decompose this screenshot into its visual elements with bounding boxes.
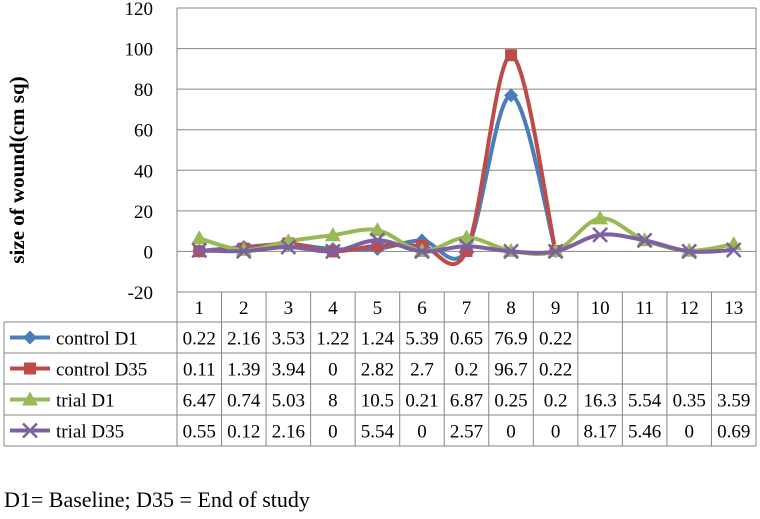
category-label: 4 xyxy=(328,298,338,319)
legend-marker xyxy=(24,362,36,375)
legend-label: trial D35 xyxy=(56,422,124,443)
table-value: 0.2 xyxy=(544,391,568,412)
table-value: 0 xyxy=(328,422,338,443)
table-value: 5.54 xyxy=(628,391,662,412)
table-value: 0.25 xyxy=(494,391,527,412)
table-value: 2.57 xyxy=(450,422,483,443)
y-tick-label: 80 xyxy=(134,80,153,101)
data-point xyxy=(503,243,519,260)
category-label: 11 xyxy=(636,298,654,319)
table-value: 5.39 xyxy=(405,329,438,350)
data-point xyxy=(458,229,475,244)
category-label: 9 xyxy=(551,298,561,319)
table-value: 5.46 xyxy=(628,422,661,443)
table-value: 3.59 xyxy=(717,391,750,412)
data-point xyxy=(681,243,698,260)
category-label: 12 xyxy=(680,298,699,319)
table-value: 3.94 xyxy=(272,360,306,381)
table-value: 0.35 xyxy=(673,391,706,412)
data-point xyxy=(324,227,341,242)
data-point xyxy=(458,238,475,255)
table-value: 3.53 xyxy=(272,329,305,350)
data-point xyxy=(369,232,386,249)
data-point xyxy=(592,226,608,243)
y-tick-label: 40 xyxy=(134,161,153,182)
legend-marker xyxy=(22,422,38,439)
table-value: 0.69 xyxy=(717,422,750,443)
data-point xyxy=(191,242,208,259)
category-label: 6 xyxy=(417,298,427,319)
table-value: 0.2 xyxy=(455,360,479,381)
table-value: 96.7 xyxy=(494,360,527,381)
legend-label: control D35 xyxy=(56,360,147,381)
table-value: 2.16 xyxy=(272,422,305,443)
legend-label: trial D1 xyxy=(56,391,115,412)
y-tick-label: -20 xyxy=(128,283,153,304)
table-value: 8.17 xyxy=(583,422,616,443)
table-value: 0.74 xyxy=(227,391,261,412)
table-value: 0 xyxy=(328,360,338,381)
table-value: 0.11 xyxy=(183,360,216,381)
table-value: 8 xyxy=(328,391,338,412)
legend-label: control D1 xyxy=(56,329,138,350)
table-value: 0 xyxy=(551,422,561,443)
y-axis-title: size of wound(cm sq) xyxy=(5,76,29,263)
table-value: 5.54 xyxy=(361,422,395,443)
data-point xyxy=(191,230,208,245)
category-label: 13 xyxy=(724,298,743,319)
data-point xyxy=(547,243,564,260)
y-tick-label: 20 xyxy=(134,202,153,223)
legend-marker xyxy=(23,330,37,345)
category-label: 5 xyxy=(373,298,383,319)
table-value: 6.47 xyxy=(183,391,216,412)
data-point xyxy=(325,243,341,260)
data-point xyxy=(235,243,252,260)
category-label: 2 xyxy=(239,298,249,319)
legend-marker xyxy=(22,391,38,406)
table-value: 10.5 xyxy=(361,391,394,412)
table-value: 0.22 xyxy=(539,329,572,350)
table-value: 0.65 xyxy=(450,329,483,350)
data-point xyxy=(504,88,519,103)
table-value: 0 xyxy=(684,422,694,443)
category-label: 10 xyxy=(591,298,610,319)
category-label: 7 xyxy=(462,298,472,319)
category-label: 8 xyxy=(506,298,516,319)
table-value: 0.55 xyxy=(183,422,216,443)
y-tick-label: 0 xyxy=(144,242,154,263)
table-value: 0.22 xyxy=(539,360,572,381)
table-value: 1.22 xyxy=(316,329,349,350)
data-point xyxy=(505,49,518,62)
table-value: 76.9 xyxy=(494,329,527,350)
data-point xyxy=(280,239,297,255)
table-value: 0.12 xyxy=(227,422,260,443)
table-value: 2.82 xyxy=(361,360,394,381)
category-label: 1 xyxy=(195,298,205,319)
table-value: 1.24 xyxy=(361,329,395,350)
category-label: 3 xyxy=(284,298,294,319)
footnote: D1= Baseline; D35 = End of study xyxy=(4,487,310,512)
y-tick-label: 120 xyxy=(125,0,154,20)
table-value: 2.7 xyxy=(410,360,434,381)
table-value: 1.39 xyxy=(227,360,260,381)
y-tick-label: 100 xyxy=(125,40,154,61)
table-value: 5.03 xyxy=(272,391,305,412)
data-point xyxy=(725,242,742,258)
data-point xyxy=(592,210,609,225)
table-value: 0.22 xyxy=(183,329,216,350)
table-value: 16.3 xyxy=(583,391,616,412)
table-value: 0.21 xyxy=(405,391,438,412)
data-point xyxy=(369,222,386,237)
data-point xyxy=(414,243,430,260)
y-tick-label: 60 xyxy=(134,121,153,142)
table-value: 0 xyxy=(506,422,516,443)
table-value: 2.16 xyxy=(227,329,260,350)
table-value: 0 xyxy=(417,422,427,443)
table-value: 6.87 xyxy=(450,391,483,412)
data-point xyxy=(636,232,653,249)
